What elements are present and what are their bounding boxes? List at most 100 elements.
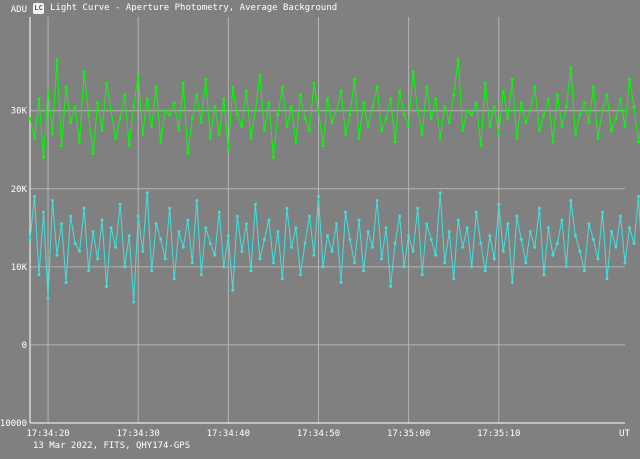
- data-point: [141, 249, 145, 253]
- x-tick-label: 17:34:30: [117, 429, 160, 439]
- data-point: [582, 269, 586, 273]
- data-point: [573, 234, 577, 238]
- data-point: [497, 132, 501, 136]
- data-point: [483, 269, 487, 273]
- data-point: [429, 117, 433, 120]
- data-point: [51, 132, 54, 136]
- data-point: [488, 234, 492, 238]
- data-point: [546, 226, 550, 230]
- data-point: [299, 273, 302, 277]
- data-point: [632, 241, 636, 245]
- data-point: [91, 230, 95, 234]
- data-point: [132, 105, 136, 109]
- data-point: [118, 202, 122, 206]
- y-axis-label: ADU: [11, 5, 27, 15]
- data-point: [249, 136, 253, 140]
- y-tick-label: -10000: [0, 419, 27, 429]
- data-point: [506, 222, 510, 226]
- data-point: [267, 101, 271, 105]
- data-point: [195, 93, 199, 97]
- data-point: [366, 230, 370, 234]
- data-point: [294, 226, 298, 230]
- data-point: [610, 128, 613, 132]
- data-point: [596, 257, 600, 261]
- data-point: [136, 74, 140, 78]
- data-point: [321, 265, 325, 269]
- data-point: [177, 128, 181, 132]
- data-point: [262, 238, 266, 241]
- data-point: [353, 261, 356, 265]
- data-point: [190, 261, 194, 265]
- data-point: [528, 230, 532, 234]
- data-point: [163, 109, 167, 113]
- data-point: [560, 124, 564, 128]
- data-point: [204, 226, 208, 230]
- data-point: [528, 109, 532, 113]
- data-point: [429, 238, 433, 241]
- data-point: [492, 257, 496, 261]
- data-point: [488, 124, 492, 128]
- data-point: [244, 89, 248, 93]
- data-point: [524, 120, 528, 124]
- data-point: [100, 218, 104, 222]
- data-point: [564, 105, 568, 109]
- data-point: [109, 226, 113, 230]
- data-point: [42, 210, 45, 214]
- data-point: [483, 81, 487, 85]
- data-point: [465, 226, 469, 230]
- data-point: [416, 206, 420, 210]
- data-point: [398, 214, 402, 218]
- chart-axes: [29, 17, 625, 424]
- data-point: [46, 296, 50, 300]
- data-point: [389, 97, 393, 101]
- data-point: [46, 89, 50, 93]
- data-point: [402, 265, 406, 269]
- data-point: [33, 195, 36, 199]
- data-point: [542, 273, 546, 277]
- data-point: [506, 117, 510, 120]
- data-point: [222, 97, 226, 101]
- data-point: [537, 206, 541, 210]
- data-point: [127, 234, 131, 238]
- data-point: [407, 234, 411, 238]
- data-point: [114, 136, 118, 140]
- data-point: [240, 249, 244, 253]
- data-point: [64, 85, 68, 89]
- data-point: [181, 81, 185, 85]
- x-tick-label: 17:35:10: [477, 429, 520, 439]
- data-point: [637, 140, 640, 144]
- data-point: [204, 78, 208, 81]
- data-point: [172, 101, 176, 105]
- data-point: [515, 136, 519, 140]
- data-point: [452, 93, 456, 97]
- data-point: [533, 85, 537, 89]
- data-point: [330, 120, 334, 124]
- y-tick-label: 0: [22, 341, 27, 351]
- y-tick-label: 10K: [11, 263, 28, 273]
- data-point: [623, 124, 627, 128]
- data-point: [411, 70, 415, 74]
- data-point: [380, 257, 384, 261]
- data-point: [303, 117, 307, 120]
- data-point: [321, 144, 325, 148]
- data-point: [258, 257, 262, 261]
- data-point: [69, 214, 73, 218]
- data-point: [60, 144, 64, 148]
- data-point: [479, 144, 483, 148]
- x-axis-label: UT: [619, 429, 630, 439]
- data-point: [619, 97, 622, 101]
- light-curve-app-icon[interactable]: LC: [33, 2, 44, 14]
- data-point: [438, 191, 442, 195]
- data-point: [123, 93, 127, 97]
- data-point: [299, 93, 302, 97]
- data-point: [280, 277, 284, 281]
- data-point: [632, 105, 636, 109]
- data-point: [186, 152, 190, 156]
- data-point: [326, 234, 329, 238]
- data-point: [614, 117, 618, 120]
- data-point: [637, 195, 640, 199]
- chart-grid: [30, 17, 625, 423]
- data-point: [190, 117, 194, 120]
- data-point: [253, 202, 257, 206]
